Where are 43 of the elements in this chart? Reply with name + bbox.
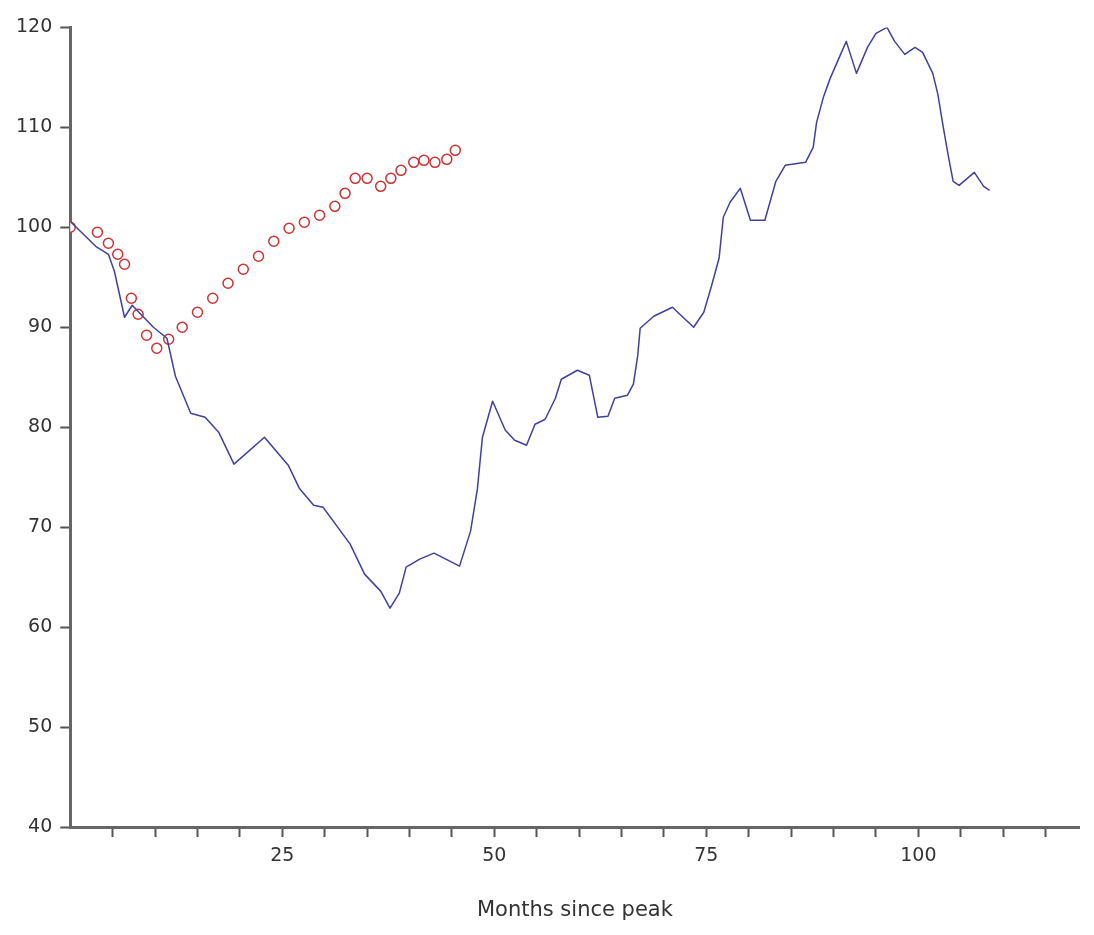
point <box>140 329 153 341</box>
point <box>237 263 250 276</box>
y-tick-label: 100 <box>16 214 53 237</box>
y-tick-label: 60 <box>28 614 53 637</box>
point <box>361 172 373 185</box>
point <box>329 200 341 213</box>
point <box>313 209 326 222</box>
point <box>339 187 351 200</box>
x-tick-label: 50 <box>482 843 507 866</box>
point <box>449 144 462 157</box>
point <box>207 292 219 305</box>
point <box>112 248 124 261</box>
point <box>252 250 265 263</box>
y-tick-label: 90 <box>28 314 53 337</box>
point <box>349 172 361 185</box>
point <box>125 292 138 305</box>
point <box>191 306 204 319</box>
x-tick-label: 75 <box>694 843 719 866</box>
point <box>385 172 397 185</box>
y-tick-label: 50 <box>28 713 53 736</box>
point <box>222 277 234 290</box>
y-tick-label: 80 <box>28 414 53 437</box>
y-tick-label: 110 <box>16 114 53 137</box>
point <box>268 235 280 248</box>
x-axis-title: Months since peak <box>476 896 674 921</box>
point <box>429 156 441 169</box>
point <box>283 222 295 235</box>
point <box>374 180 387 193</box>
point <box>176 321 188 333</box>
x-tick-label: 25 <box>270 843 295 866</box>
point <box>441 153 453 166</box>
point <box>407 156 420 169</box>
point <box>91 226 104 239</box>
point <box>102 237 115 250</box>
x-tick-label: 100 <box>900 843 937 866</box>
y-tick-label: 120 <box>16 14 53 37</box>
point <box>151 342 163 354</box>
point <box>395 164 407 177</box>
point <box>118 258 131 271</box>
y-tick-label: 70 <box>28 514 53 537</box>
point <box>298 216 311 229</box>
point <box>418 154 430 167</box>
y-tick-label: 40 <box>28 813 53 836</box>
